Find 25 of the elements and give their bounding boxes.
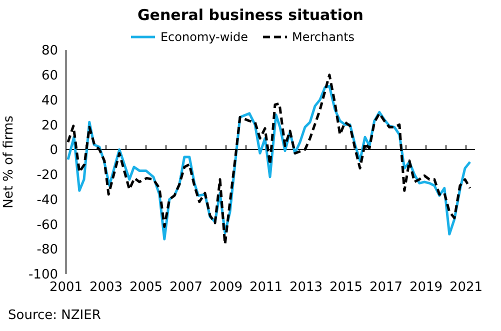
x-tick-label: 2011 xyxy=(249,280,283,296)
x-tick-label: 2021 xyxy=(449,280,483,296)
y-tick-label: -20 xyxy=(36,168,58,184)
y-axis-title: Net % of firms xyxy=(2,115,17,208)
x-tick-label: 2019 xyxy=(409,280,443,296)
legend-label: Merchants xyxy=(292,30,355,44)
y-tick-label: -80 xyxy=(36,242,58,258)
x-tick-label: 2001 xyxy=(49,280,83,296)
x-tick-label: 2009 xyxy=(209,280,243,296)
y-tick-label: 20 xyxy=(41,118,58,134)
x-tick-label: 2017 xyxy=(369,280,403,296)
y-tick-label: 80 xyxy=(41,44,58,59)
x-tick-label: 2003 xyxy=(89,280,123,296)
x-tick-label: 2005 xyxy=(129,280,163,296)
x-tick-label: 2007 xyxy=(169,280,203,296)
x-tick-label: 2013 xyxy=(289,280,323,296)
y-tick-label: 60 xyxy=(41,68,58,84)
chart-title: General business situation xyxy=(136,6,364,24)
source-note: Source: NZIER xyxy=(8,308,101,323)
x-tick-label: 2015 xyxy=(329,280,363,296)
y-tick-label: -60 xyxy=(36,218,58,233)
y-tick-label: 40 xyxy=(41,93,58,108)
y-tick-label: -40 xyxy=(36,192,58,208)
legend-label: Economy-wide xyxy=(160,30,248,44)
y-tick-label: 0 xyxy=(50,143,58,158)
